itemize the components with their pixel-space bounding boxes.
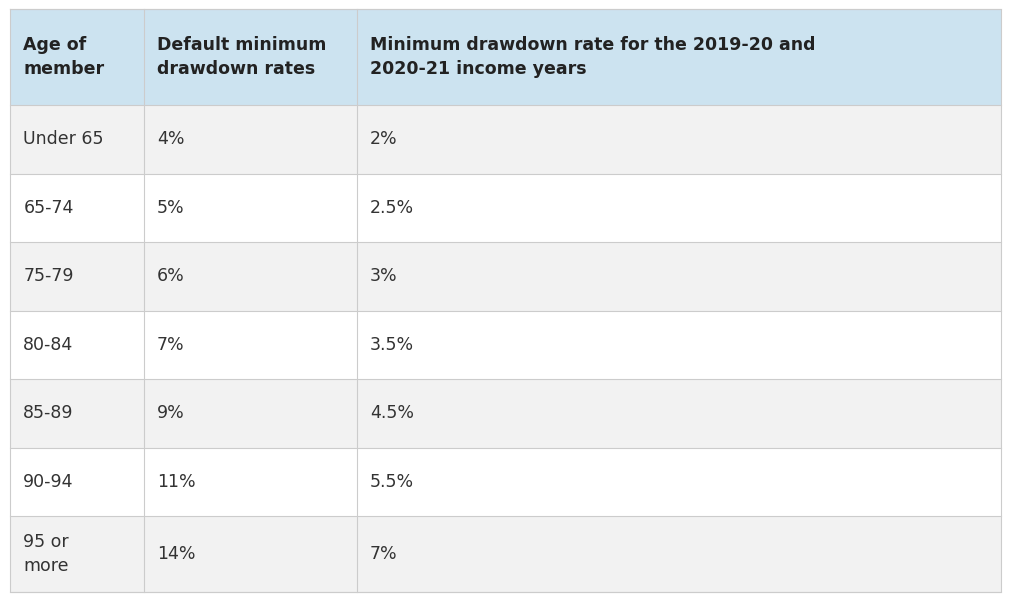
Text: 6%: 6% [157,267,185,285]
Bar [10,9,144,105]
Bar [10,311,144,379]
Bar [357,9,1001,105]
Text: Minimum drawdown rate for the 2019-20 and
2020-21 income years: Minimum drawdown rate for the 2019-20 an… [370,36,816,78]
Text: 75-79: 75-79 [23,267,74,285]
Text: 14%: 14% [157,545,195,563]
Bar [357,311,1001,379]
Text: 90-94: 90-94 [23,473,74,491]
Bar [357,516,1001,592]
Text: 11%: 11% [157,473,196,491]
Bar [144,105,357,174]
Text: 7%: 7% [370,545,397,563]
Bar [10,242,144,311]
Bar [144,242,357,311]
Text: 4.5%: 4.5% [370,404,415,423]
Bar [357,448,1001,516]
Text: Under 65: Under 65 [23,130,104,148]
Bar [10,448,144,516]
Text: Age of
member: Age of member [23,36,104,78]
Bar [144,379,357,448]
Bar [357,242,1001,311]
Text: Default minimum
drawdown rates: Default minimum drawdown rates [157,36,327,78]
Text: 95 or
more: 95 or more [23,533,69,575]
Bar [10,105,144,174]
Bar [144,174,357,242]
Bar [144,516,357,592]
Text: 3.5%: 3.5% [370,336,415,354]
Text: 3%: 3% [370,267,397,285]
Bar [357,379,1001,448]
Text: 7%: 7% [157,336,185,354]
Bar [10,516,144,592]
Bar [357,174,1001,242]
Text: 5%: 5% [157,199,185,217]
Bar [10,174,144,242]
Bar [357,105,1001,174]
Text: 5.5%: 5.5% [370,473,415,491]
Text: 65-74: 65-74 [23,199,74,217]
Text: 2.5%: 2.5% [370,199,415,217]
Bar [144,448,357,516]
Text: 85-89: 85-89 [23,404,74,423]
Bar [144,311,357,379]
Text: 2%: 2% [370,130,397,148]
Text: 9%: 9% [157,404,185,423]
Bar [144,9,357,105]
Text: 4%: 4% [157,130,185,148]
Text: 80-84: 80-84 [23,336,74,354]
Bar [10,379,144,448]
